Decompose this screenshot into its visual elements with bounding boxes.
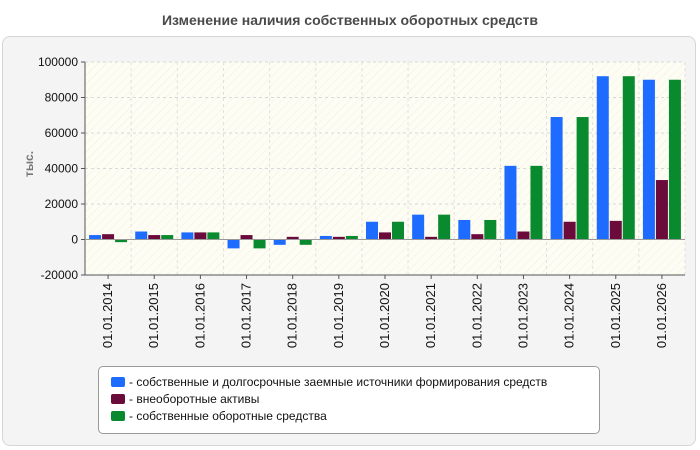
- bar-1-01.01.2014: [89, 235, 102, 240]
- bar-3-01.01.2026: [668, 79, 681, 240]
- legend: - собственные и долгосрочные заемные ист…: [98, 366, 600, 434]
- y-tick-label: 0: [71, 233, 78, 247]
- bar-3-01.01.2020: [392, 221, 404, 240]
- bar-2-01.01.2019: [332, 236, 345, 240]
- bar-2-01.01.2021: [425, 236, 438, 240]
- bar-2-01.01.2026: [655, 180, 668, 240]
- y-tick-label: -20000: [41, 268, 79, 282]
- y-axis-label: тыс.: [22, 151, 36, 177]
- bar-1-01.01.2025: [596, 76, 609, 240]
- legend-item-sources: - собственные и долгосрочные заемные ист…: [111, 374, 547, 390]
- bar-2-01.01.2022: [471, 234, 484, 240]
- bar-1-01.01.2015: [135, 231, 148, 240]
- y-tick-labels: 100000 80000 60000 40000 20000 0 -20000: [38, 55, 78, 282]
- legend-item-working-capital: - собственные оборотные средства: [111, 408, 327, 424]
- x-tick-label: 01.01.2021: [423, 283, 438, 348]
- x-tick-labels: 01.01.2014 01.01.2015 01.01.2016 01.01.2017…: [100, 283, 669, 348]
- y-tick-label: 100000: [38, 55, 78, 69]
- x-tick-label: 01.01.2024: [562, 283, 577, 348]
- x-tick-label: 01.01.2023: [515, 283, 530, 348]
- bar-1-01.01.2016: [181, 232, 194, 240]
- bar-3-01.01.2014: [115, 239, 128, 243]
- legend-swatch-working-capital: [111, 411, 125, 421]
- bar-2-01.01.2025: [609, 220, 622, 240]
- y-tick-label: 20000: [45, 197, 79, 211]
- axes: [81, 61, 685, 279]
- bar-2-01.01.2018: [286, 236, 299, 240]
- bar-3-01.01.2016: [207, 232, 220, 240]
- x-tick-label: 01.01.2026: [654, 283, 669, 348]
- bar-1-01.01.2018: [273, 239, 286, 245]
- bar-3-01.01.2021: [438, 214, 451, 240]
- bar-3-01.01.2024: [576, 117, 589, 240]
- bar-1-01.01.2021: [412, 214, 425, 240]
- bar-1-01.01.2020: [366, 221, 378, 240]
- bar-3-01.01.2025: [622, 76, 635, 240]
- bar-1-01.01.2017: [227, 239, 240, 249]
- x-tick-label: 01.01.2014: [100, 283, 115, 348]
- legend-item-noncurrent: - внеоборотные активы: [111, 391, 259, 407]
- x-tick-label: 01.01.2018: [285, 283, 300, 348]
- y-tick-label: 60000: [45, 126, 79, 140]
- legend-label-noncurrent: - внеоборотные активы: [129, 392, 260, 406]
- bar-3-01.01.2022: [484, 219, 497, 240]
- bars: [89, 76, 681, 249]
- legend-swatch-sources: [111, 377, 125, 387]
- y-tick-label: 40000: [45, 162, 79, 176]
- bar-3-01.01.2019: [345, 235, 358, 240]
- bar-2-01.01.2023: [517, 231, 530, 240]
- bar-1-01.01.2026: [642, 79, 655, 240]
- bar-1-01.01.2022: [458, 219, 471, 240]
- bar-3-01.01.2023: [530, 165, 543, 240]
- y-tick-label: 80000: [45, 91, 79, 105]
- x-tick-label: 01.01.2016: [192, 283, 207, 348]
- bar-3-01.01.2015: [161, 235, 174, 240]
- x-tick-label: 01.01.2022: [469, 283, 484, 348]
- x-tick-label: 01.01.2015: [146, 283, 161, 348]
- x-tick-label: 01.01.2019: [331, 283, 346, 348]
- bar-2-01.01.2015: [148, 235, 161, 240]
- bar-1-01.01.2019: [319, 235, 332, 240]
- legend-label-sources: - собственные и долгосрочные заемные ист…: [129, 375, 548, 389]
- x-tick-label: 01.01.2017: [239, 283, 254, 348]
- bar-2-01.01.2020: [379, 232, 391, 240]
- bar-1-01.01.2023: [504, 165, 517, 240]
- bar-2-01.01.2024: [563, 221, 576, 240]
- bar-2-01.01.2017: [240, 235, 253, 240]
- bar-1-01.01.2024: [550, 117, 563, 240]
- legend-swatch-noncurrent: [111, 394, 125, 404]
- legend-label-working-capital: - собственные оборотные средства: [129, 409, 327, 423]
- x-tick-label: 01.01.2025: [608, 283, 623, 348]
- chart-title: Изменение наличия собственных оборотных …: [161, 12, 539, 28]
- bar-2-01.01.2014: [102, 234, 115, 240]
- bar-3-01.01.2018: [299, 239, 312, 245]
- bar-3-01.01.2017: [253, 239, 266, 249]
- bar-2-01.01.2016: [194, 232, 207, 240]
- x-tick-label: 01.01.2020: [377, 283, 392, 348]
